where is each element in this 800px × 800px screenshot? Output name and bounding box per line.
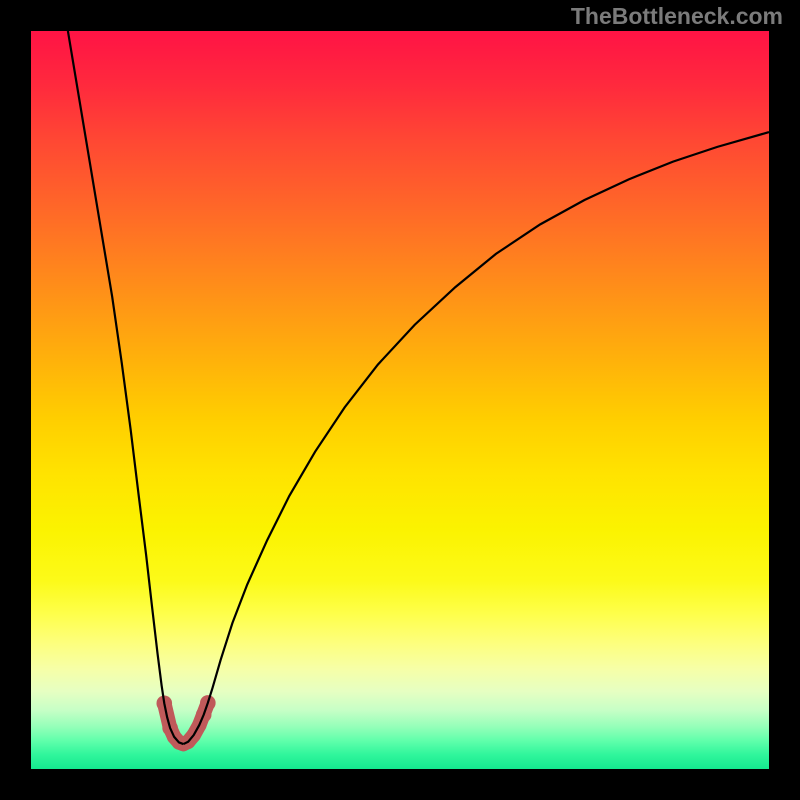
watermark-text: TheBottleneck.com <box>571 3 783 30</box>
gradient-background <box>31 31 769 769</box>
bottleneck-chart <box>0 0 800 800</box>
